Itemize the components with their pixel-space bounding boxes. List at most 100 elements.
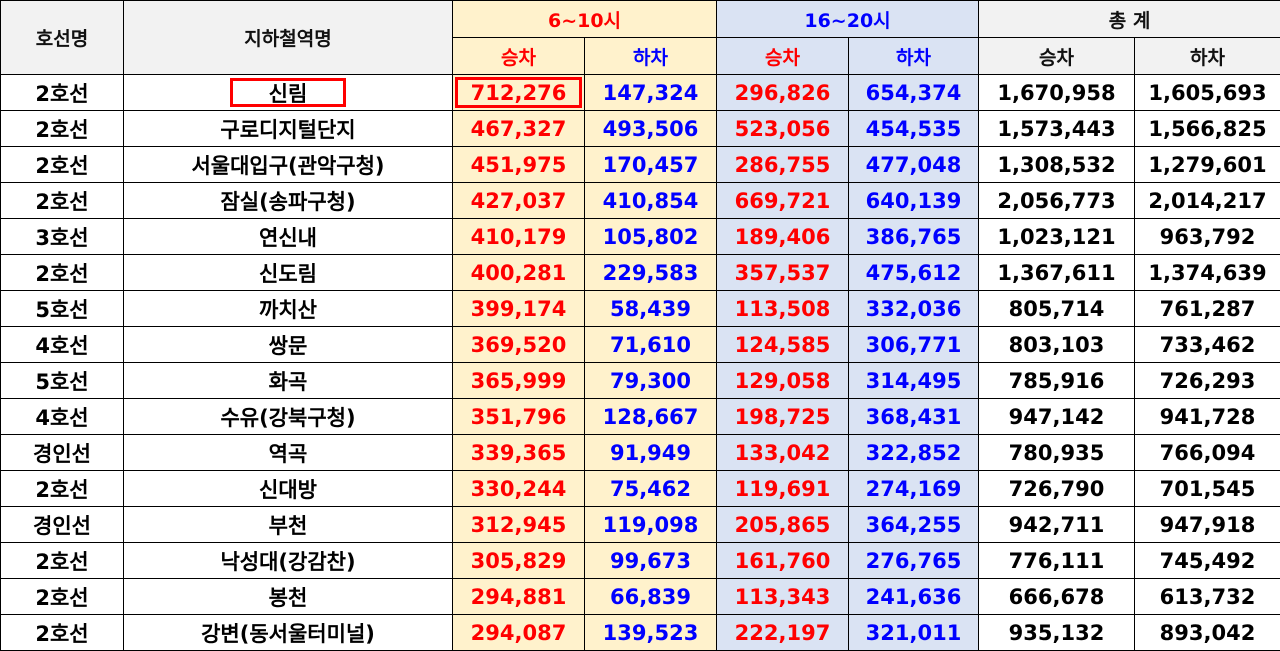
cell-am-board: 351,796 — [453, 399, 585, 435]
cell-line: 2호선 — [1, 615, 124, 651]
cell-total-board: 935,132 — [979, 615, 1135, 651]
cell-station: 수유(강북구청) — [124, 399, 453, 435]
cell-line: 5호선 — [1, 291, 124, 327]
header-am-alight: 하차 — [585, 38, 717, 75]
cell-total-board: 805,714 — [979, 291, 1135, 327]
table-header: 호선명 지하철역명 6~10시 16~20시 총 계 승차 하차 승차 하차 승… — [1, 1, 1280, 75]
cell-total-alight: 733,462 — [1135, 327, 1280, 363]
cell-station: 연신내 — [124, 219, 453, 255]
cell-am-alight: 58,439 — [585, 291, 717, 327]
cell-line: 4호선 — [1, 327, 124, 363]
cell-am-board: 400,281 — [453, 255, 585, 291]
cell-total-alight: 726,293 — [1135, 363, 1280, 399]
cell-am-alight: 139,523 — [585, 615, 717, 651]
cell-total-alight: 963,792 — [1135, 219, 1280, 255]
cell-am-alight: 170,457 — [585, 147, 717, 183]
cell-station: 화곡 — [124, 363, 453, 399]
cell-pm-alight: 364,255 — [849, 507, 979, 543]
cell-am-board: 427,037 — [453, 183, 585, 219]
cell-pm-alight: 386,765 — [849, 219, 979, 255]
cell-total-board: 1,308,532 — [979, 147, 1135, 183]
cell-total-board: 942,711 — [979, 507, 1135, 543]
cell-pm-board: 205,865 — [717, 507, 849, 543]
header-station: 지하철역명 — [124, 1, 453, 75]
cell-am-alight: 91,949 — [585, 435, 717, 471]
cell-am-alight: 79,300 — [585, 363, 717, 399]
cell-am-board: 712,276 — [453, 75, 585, 111]
cell-am-board: 305,829 — [453, 543, 585, 579]
cell-am-board: 369,520 — [453, 327, 585, 363]
cell-am-board: 312,945 — [453, 507, 585, 543]
cell-line: 경인선 — [1, 435, 124, 471]
cell-station-text: 신림 — [269, 82, 308, 106]
cell-total-board: 776,111 — [979, 543, 1135, 579]
cell-station: 신림 — [124, 75, 453, 111]
cell-pm-alight: 654,374 — [849, 75, 979, 111]
cell-am-board: 294,087 — [453, 615, 585, 651]
cell-pm-board: 113,343 — [717, 579, 849, 615]
header-group-am: 6~10시 — [453, 1, 717, 38]
cell-am-alight: 119,098 — [585, 507, 717, 543]
cell-am-board: 467,327 — [453, 111, 585, 147]
cell-total-board: 1,573,443 — [979, 111, 1135, 147]
cell-line: 3호선 — [1, 219, 124, 255]
cell-pm-board: 119,691 — [717, 471, 849, 507]
cell-pm-alight: 368,431 — [849, 399, 979, 435]
cell-station: 낙성대(강감찬) — [124, 543, 453, 579]
cell-total-alight: 1,605,693 — [1135, 75, 1280, 111]
cell-station: 잠실(송파구청) — [124, 183, 453, 219]
cell-total-board: 785,916 — [979, 363, 1135, 399]
cell-am-board: 339,365 — [453, 435, 585, 471]
cell-am-alight: 66,839 — [585, 579, 717, 615]
cell-am-alight: 128,667 — [585, 399, 717, 435]
cell-pm-alight: 306,771 — [849, 327, 979, 363]
cell-line: 2호선 — [1, 111, 124, 147]
cell-total-alight: 893,042 — [1135, 615, 1280, 651]
cell-pm-alight: 475,612 — [849, 255, 979, 291]
cell-station: 까치산 — [124, 291, 453, 327]
cell-line: 2호선 — [1, 543, 124, 579]
cell-am-alight: 75,462 — [585, 471, 717, 507]
cell-pm-board: 113,508 — [717, 291, 849, 327]
cell-line: 2호선 — [1, 471, 124, 507]
cell-am-alight: 493,506 — [585, 111, 717, 147]
cell-station: 서울대입구(관악구청) — [124, 147, 453, 183]
cell-line: 경인선 — [1, 507, 124, 543]
cell-pm-alight: 477,048 — [849, 147, 979, 183]
cell-pm-alight: 274,169 — [849, 471, 979, 507]
cell-am-alight: 147,324 — [585, 75, 717, 111]
header-am-board: 승차 — [453, 38, 585, 75]
cell-total-alight: 766,094 — [1135, 435, 1280, 471]
cell-pm-board: 129,058 — [717, 363, 849, 399]
cell-pm-board: 133,042 — [717, 435, 849, 471]
cell-pm-board: 222,197 — [717, 615, 849, 651]
cell-pm-alight: 314,495 — [849, 363, 979, 399]
cell-station: 신도림 — [124, 255, 453, 291]
cell-total-alight: 947,918 — [1135, 507, 1280, 543]
header-total-alight: 하차 — [1135, 38, 1280, 75]
cell-pm-alight: 332,036 — [849, 291, 979, 327]
cell-station: 신대방 — [124, 471, 453, 507]
cell-pm-alight: 276,765 — [849, 543, 979, 579]
cell-am-alight: 105,802 — [585, 219, 717, 255]
cell-pm-board: 523,056 — [717, 111, 849, 147]
cell-line: 2호선 — [1, 183, 124, 219]
cell-total-alight: 1,566,825 — [1135, 111, 1280, 147]
cell-total-board: 803,103 — [979, 327, 1135, 363]
cell-line: 2호선 — [1, 579, 124, 615]
cell-pm-board: 286,755 — [717, 147, 849, 183]
cell-total-alight: 761,287 — [1135, 291, 1280, 327]
cell-total-board: 947,142 — [979, 399, 1135, 435]
